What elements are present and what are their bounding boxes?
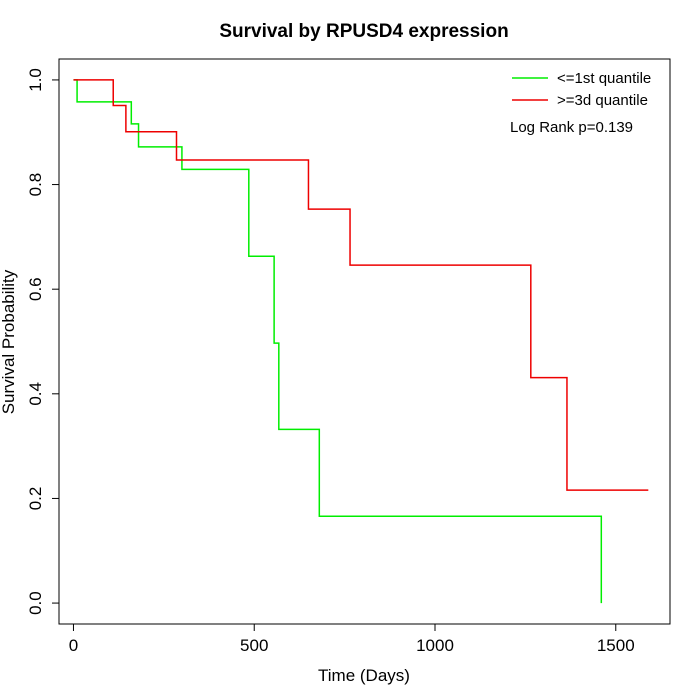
y-tick-label: 0.2 (26, 487, 45, 511)
x-tick-label: 1000 (416, 636, 454, 655)
log-rank-annotation: Log Rank p=0.139 (510, 119, 633, 136)
series-line-low (73, 79, 603, 604)
x-tick-label: 500 (240, 636, 268, 655)
series-line-high (73, 79, 649, 491)
x-tick-label: 0 (69, 636, 78, 655)
plot-frame (58, 58, 671, 625)
legend-label-high: >=3d quantile (557, 92, 648, 109)
legend: <=1st quantile >=3d quantile (512, 70, 651, 109)
y-tick-label: 0.0 (26, 591, 45, 615)
series-layer (73, 79, 649, 604)
x-axis-label: Time (Days) (318, 666, 410, 685)
y-tick-label: 0.8 (26, 173, 45, 197)
y-axis-label: Survival Probability (0, 269, 18, 414)
y-tick-label: 0.4 (26, 382, 45, 406)
y-axis: 0.0 0.2 0.4 0.6 0.8 1.0 (26, 68, 60, 615)
chart-title: Survival by RPUSD4 expression (219, 21, 508, 42)
x-axis: 0 500 1000 1500 (69, 623, 635, 655)
x-tick-label: 1500 (597, 636, 635, 655)
y-tick-label: 1.0 (26, 68, 45, 92)
y-tick-label: 0.6 (26, 277, 45, 301)
legend-label-low: <=1st quantile (557, 70, 651, 87)
